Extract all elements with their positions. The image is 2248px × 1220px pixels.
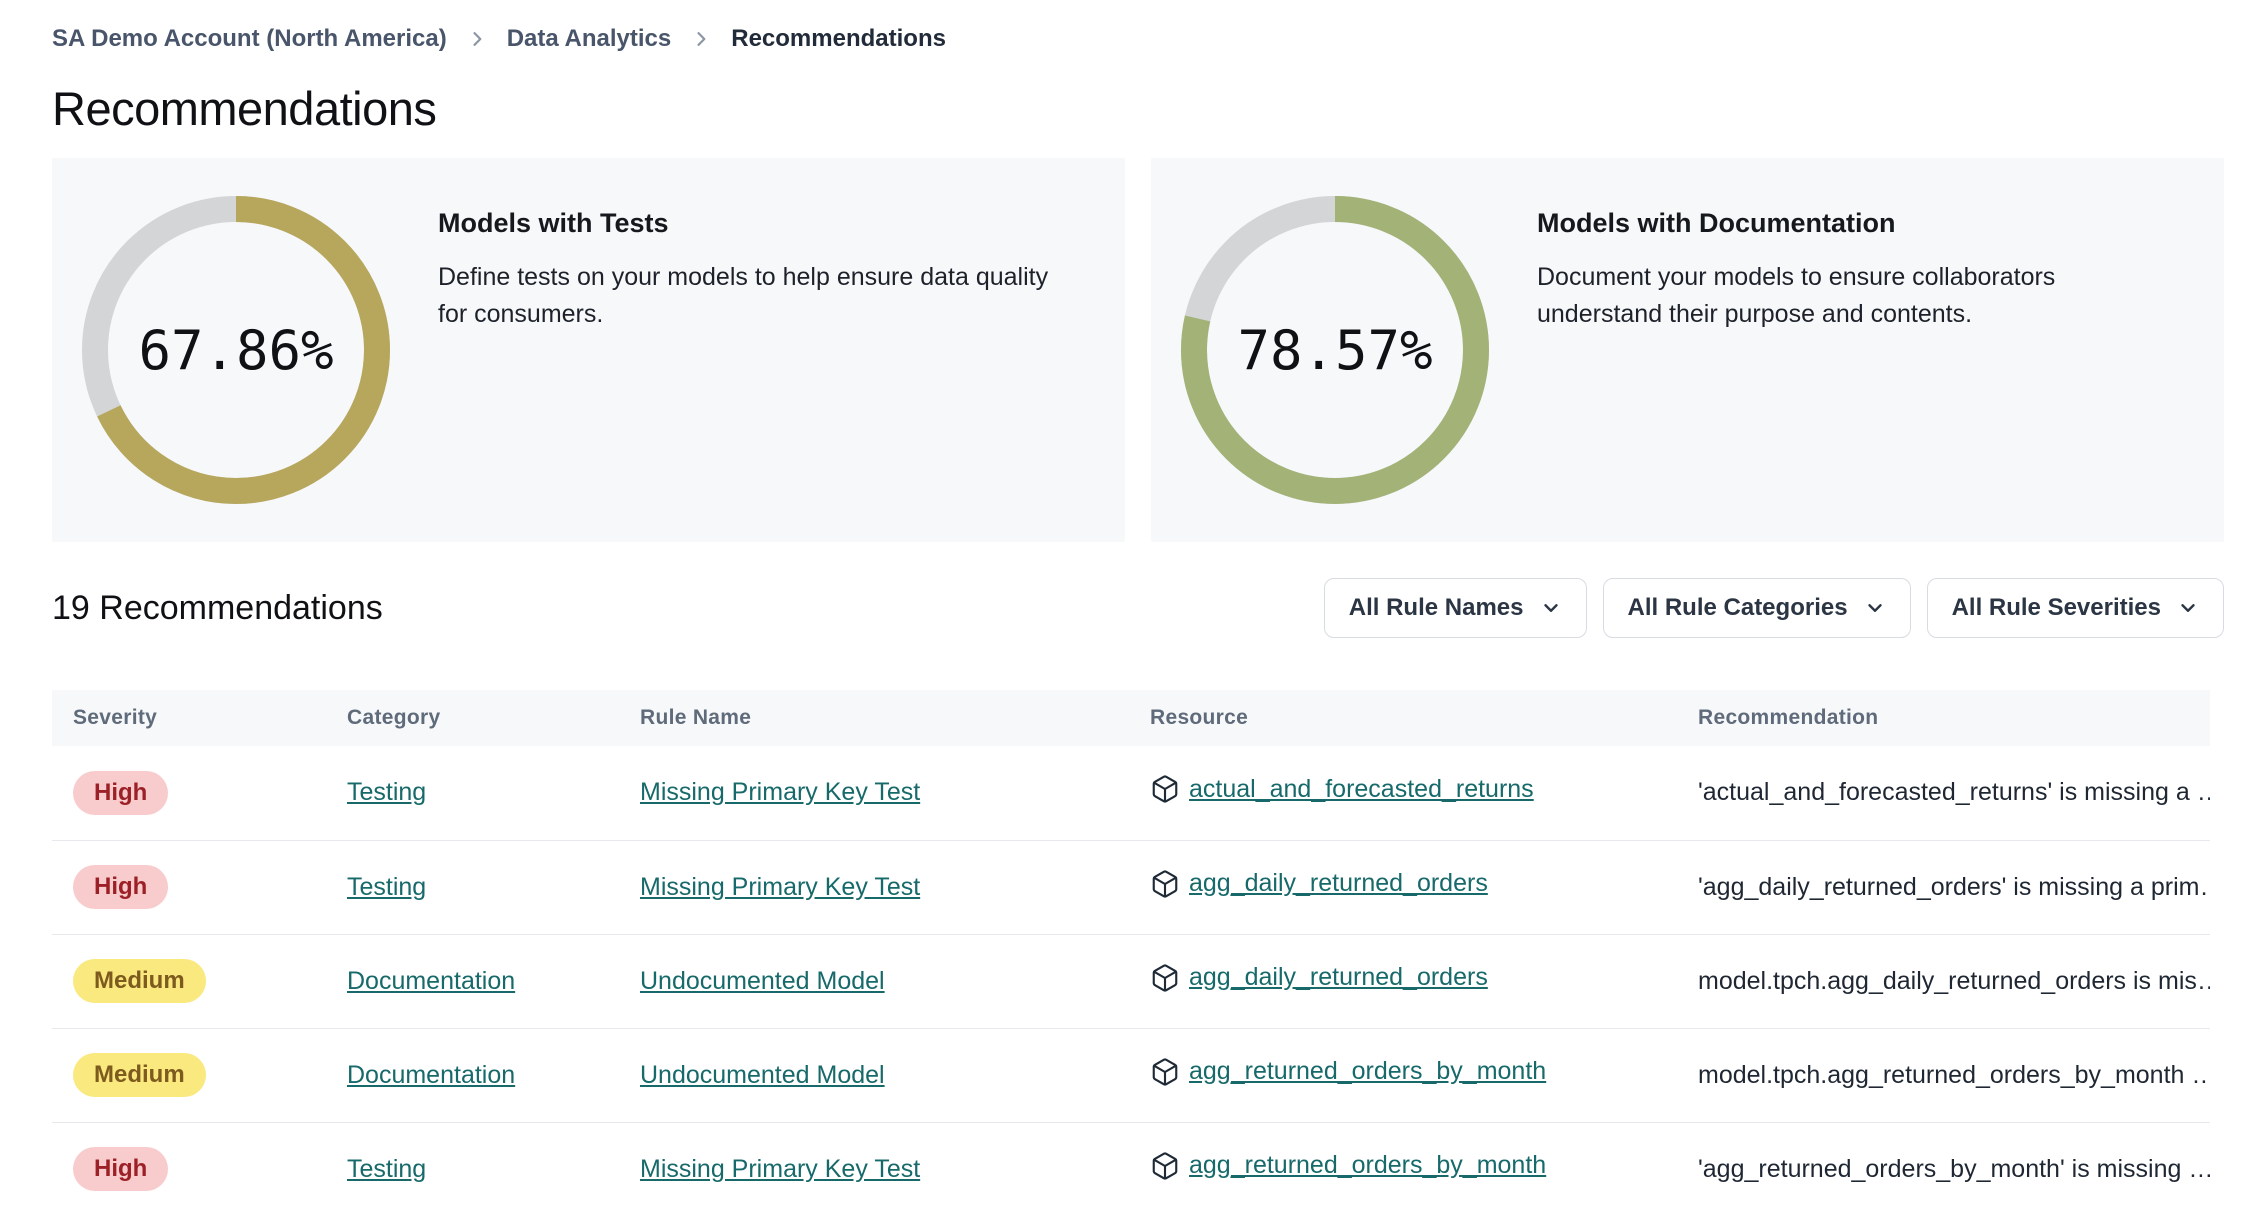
recommendation-text: model.tpch.agg_returned_orders_by_month … — [1677, 1028, 2210, 1123]
chevron-right-icon — [697, 32, 706, 46]
column-header-recommendation: Recommendation — [1677, 690, 2210, 746]
donut-progress-arc — [82, 196, 390, 504]
column-header-resource: Resource — [1129, 690, 1677, 746]
resource-link[interactable]: agg_daily_returned_orders — [1150, 869, 1488, 899]
resource-link[interactable]: agg_returned_orders_by_month — [1150, 1057, 1546, 1087]
category-link[interactable]: Testing — [347, 1154, 427, 1183]
recommendation-text: model.tpch.agg_daily_returned_orders is … — [1677, 934, 2210, 1029]
cube-icon — [1152, 1057, 1178, 1086]
card-title: Models with Tests — [438, 208, 669, 238]
table-row: High Testing Missing Primary Key Test ag… — [52, 1122, 2210, 1216]
severity-badge: Medium — [73, 1052, 206, 1098]
breadcrumb-item-project[interactable]: Data Analytics — [506, 25, 672, 52]
rule-name-link[interactable]: Missing Primary Key Test — [640, 872, 921, 901]
severity-badge: High — [73, 864, 169, 910]
rule-name-link[interactable]: Undocumented Model — [640, 1060, 885, 1089]
list-header: 19 Recommendations All Rule Names All Ru… — [52, 578, 2224, 638]
page-title: Recommendations — [52, 82, 437, 135]
severity-badge: High — [73, 770, 169, 815]
resource-link[interactable]: actual_and_forecasted_returns — [1150, 774, 1534, 804]
breadcrumb: SA Demo Account (North America) Data Ana… — [52, 22, 2224, 56]
severity-badge: Medium — [73, 958, 206, 1004]
models-with-tests-donut-chart: 67.86% — [82, 196, 390, 504]
table-row: High Testing Missing Primary Key Test ag… — [52, 840, 2210, 935]
filter-label: All Rule Categories — [1627, 594, 1848, 621]
recommendation-text: 'agg_daily_returned_orders' is missing a… — [1677, 840, 2210, 935]
donut-svg — [82, 196, 390, 504]
rule-name-link[interactable]: Missing Primary Key Test — [640, 1154, 921, 1183]
resource-name: actual_and_forecasted_returns — [1189, 774, 1534, 803]
column-header-category: Category — [326, 690, 619, 746]
column-header-severity: Severity — [52, 690, 326, 746]
recommendations-table: Severity Category Rule Name Resource Rec… — [52, 690, 2210, 1216]
table-header-row: Severity Category Rule Name Resource Rec… — [52, 690, 2210, 746]
filter-label: All Rule Severities — [1951, 594, 2161, 621]
category-link[interactable]: Documentation — [347, 966, 516, 995]
resource-link[interactable]: agg_returned_orders_by_month — [1150, 1151, 1546, 1181]
rule-severities-filter-dropdown[interactable]: All Rule Severities — [1926, 578, 2224, 638]
percent-label: 67.86% — [138, 318, 334, 382]
resource-name: agg_daily_returned_orders — [1189, 869, 1488, 897]
card-description: Document your models to ensure collabora… — [1537, 263, 2056, 328]
recommendation-text: 'actual_and_forecasted_returns' is missi… — [1677, 746, 2210, 841]
percent-label: 78.57% — [1237, 318, 1433, 382]
resource-link[interactable]: agg_daily_returned_orders — [1150, 963, 1488, 993]
rule-name-link[interactable]: Missing Primary Key Test — [640, 778, 921, 807]
chevron-right-icon — [473, 32, 482, 46]
donut-progress-arc — [1181, 196, 1489, 504]
chevron-down-icon — [2181, 604, 2195, 612]
cube-icon — [1152, 775, 1178, 803]
resource-name: agg_returned_orders_by_month — [1189, 1151, 1547, 1180]
summary-cards: 67.86% Models with Tests Define tests on… — [52, 158, 2224, 542]
card-title: Models with Documentation — [1537, 208, 1896, 238]
category-link[interactable]: Documentation — [347, 1060, 516, 1089]
category-link[interactable]: Testing — [347, 872, 427, 901]
severity-badge: High — [73, 1147, 169, 1192]
donut-svg — [1181, 196, 1489, 504]
card-text: Models with Tests Define tests on your m… — [438, 196, 1078, 542]
resource-name: agg_daily_returned_orders — [1189, 963, 1488, 991]
table-row: Medium Documentation Undocumented Model … — [52, 1028, 2210, 1123]
rule-categories-filter-dropdown[interactable]: All Rule Categories — [1602, 578, 1911, 638]
rule-name-link[interactable]: Undocumented Model — [640, 966, 885, 995]
card-text: Models with Documentation Document your … — [1537, 196, 2177, 542]
card-description: Define tests on your models to help ensu… — [438, 263, 1049, 328]
cube-icon — [1152, 1152, 1178, 1180]
column-header-rule-name: Rule Name — [619, 690, 1129, 746]
resource-name: agg_returned_orders_by_month — [1189, 1057, 1547, 1085]
category-link[interactable]: Testing — [347, 778, 427, 807]
models-with-documentation-card: 78.57% Models with Documentation Documen… — [1151, 158, 2224, 542]
table-row: High Testing Missing Primary Key Test ac… — [52, 746, 2210, 841]
chevron-down-icon — [1543, 604, 1558, 612]
models-with-tests-card: 67.86% Models with Tests Define tests on… — [52, 158, 1125, 542]
recommendation-text: 'agg_returned_orders_by_month' is missin… — [1698, 1154, 2210, 1183]
recommendations-count-heading: 19 Recommendations — [52, 588, 383, 627]
filter-label: All Rule Names — [1348, 594, 1524, 621]
breadcrumb-item-account[interactable]: SA Demo Account (North America) — [52, 25, 447, 52]
breadcrumb-item-current: Recommendations — [731, 25, 946, 52]
cube-icon — [1152, 869, 1178, 898]
table-row: Medium Documentation Undocumented Model … — [52, 934, 2210, 1029]
filter-bar: All Rule Names All Rule Categories All R… — [1323, 578, 2224, 638]
rule-names-filter-dropdown[interactable]: All Rule Names — [1323, 578, 1587, 638]
chevron-down-icon — [1867, 604, 1882, 612]
cube-icon — [1152, 963, 1178, 992]
models-with-documentation-donut-chart: 78.57% — [1181, 196, 1489, 504]
